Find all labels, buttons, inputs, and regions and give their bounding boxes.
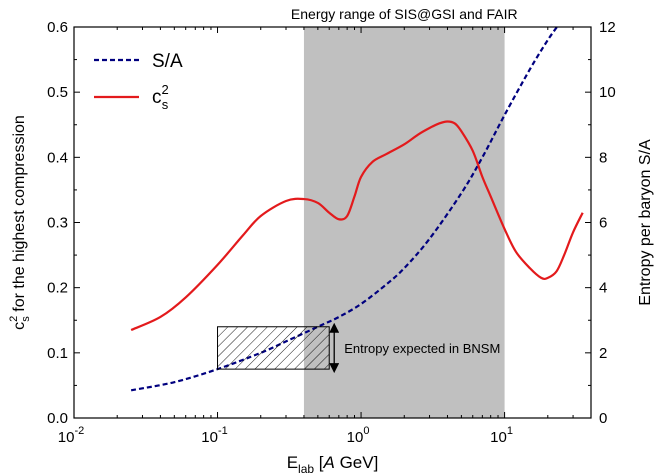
- entropy-expected-box: [217, 326, 330, 370]
- chart-title: Energy range of SIS@GSI and FAIR: [291, 6, 518, 22]
- left-y-axis-label: c2s for the highest compression: [8, 115, 32, 330]
- series-line-cs2: [130, 120, 584, 332]
- y-right-tick-label: 10: [599, 84, 616, 101]
- y-left-tick-label: 0.5: [47, 84, 68, 101]
- annotation-text: Entropy expected in BNSM: [344, 341, 500, 356]
- x-tick-label: 100: [347, 425, 370, 446]
- legend: S/A c2 s: [94, 51, 183, 112]
- y-right-tick-label: 2: [599, 345, 607, 362]
- right-y-axis-label: Entropy per baryon S/A: [637, 139, 654, 306]
- y-right-tick-label: 0: [599, 410, 607, 427]
- x-tick-label: 101: [490, 425, 513, 446]
- x-tick-label: 10-1: [201, 425, 227, 446]
- legend-label-s-a: S/A: [152, 51, 183, 72]
- x-axis-label: Elab [A GeV]: [287, 453, 379, 475]
- y-left-tick-label: 0.4: [47, 149, 68, 166]
- y-right-tick-label: 12: [599, 19, 616, 36]
- y-left-tick-label: 0.3: [47, 215, 68, 232]
- y-left-tick-label: 0.6: [47, 19, 68, 36]
- y-left-tick-label: 0.1: [47, 345, 68, 362]
- y-left-tick-label: 0.2: [47, 280, 68, 297]
- legend-label-cs2: c2 s: [152, 82, 169, 112]
- y-left-tick-label: 0.0: [47, 410, 68, 427]
- y-right-tick-label: 8: [599, 149, 607, 166]
- y-right-tick-label: 4: [599, 280, 607, 297]
- y-right-tick-label: 6: [599, 215, 607, 232]
- x-tick-label: 10-2: [58, 425, 84, 446]
